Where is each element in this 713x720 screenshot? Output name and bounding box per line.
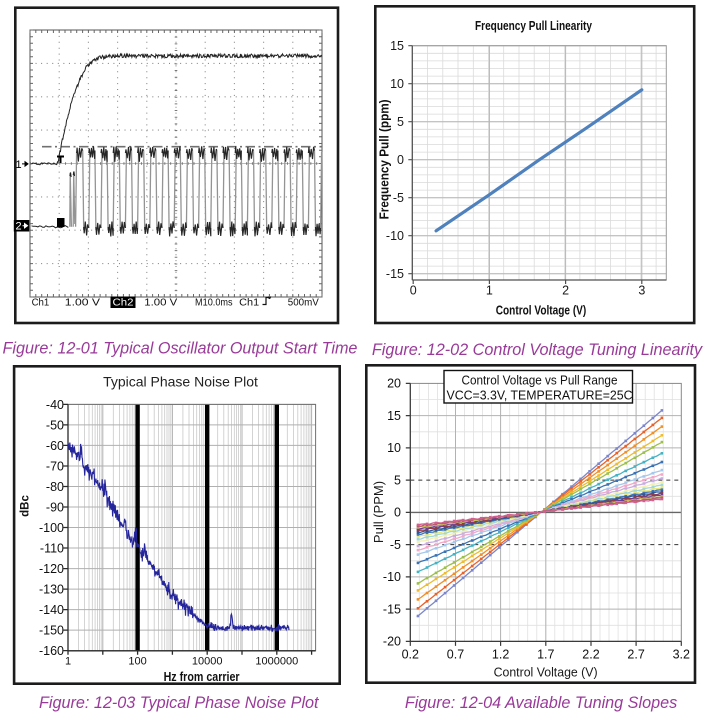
svg-text:5: 5 bbox=[394, 473, 401, 487]
svg-text:-120: -120 bbox=[39, 562, 64, 576]
svg-text:M10.0ms: M10.0ms bbox=[195, 298, 233, 309]
svg-text:-10: -10 bbox=[383, 570, 401, 584]
svg-text:0: 0 bbox=[394, 506, 401, 520]
svg-text:-70: -70 bbox=[46, 460, 64, 474]
svg-text:Figure: 12-01 Typical Oscillat: Figure: 12-01 Typical Oscillator Output … bbox=[3, 340, 358, 358]
svg-text:Control Voltage (V): Control Voltage (V) bbox=[494, 665, 598, 680]
svg-text:-15: -15 bbox=[386, 267, 404, 281]
svg-text:5: 5 bbox=[397, 115, 404, 129]
svg-text:3: 3 bbox=[638, 284, 645, 298]
svg-text:-40: -40 bbox=[46, 398, 64, 412]
svg-text:-130: -130 bbox=[39, 583, 64, 597]
svg-text:Frequency Pull (ppm): Frequency Pull (ppm) bbox=[378, 99, 392, 219]
svg-text:2.7: 2.7 bbox=[627, 648, 644, 662]
svg-text:1: 1 bbox=[65, 656, 71, 668]
svg-text:1.00 V: 1.00 V bbox=[65, 298, 101, 309]
svg-text:15: 15 bbox=[387, 409, 401, 423]
svg-text:Typical Phase Noise Plot: Typical Phase Noise Plot bbox=[103, 374, 258, 390]
svg-text:Figure: 12-02 Control Voltage: Figure: 12-02 Control Voltage Tuning Lin… bbox=[372, 341, 703, 359]
svg-text:3.2: 3.2 bbox=[673, 648, 690, 662]
svg-text:-10: -10 bbox=[386, 229, 404, 243]
svg-text:100: 100 bbox=[128, 656, 146, 668]
svg-text:15: 15 bbox=[390, 39, 404, 53]
svg-text:2.2: 2.2 bbox=[582, 648, 599, 662]
svg-text:-5: -5 bbox=[393, 191, 404, 205]
svg-text:-15: -15 bbox=[383, 602, 401, 616]
svg-text:Frequency Pull Linearity: Frequency Pull Linearity bbox=[475, 19, 592, 33]
svg-text:-20: -20 bbox=[383, 635, 401, 649]
svg-text:1.00 V: 1.00 V bbox=[144, 298, 177, 309]
svg-text:2: 2 bbox=[562, 284, 569, 298]
svg-text:1: 1 bbox=[16, 159, 22, 171]
svg-text:10000: 10000 bbox=[192, 656, 223, 668]
svg-text:-60: -60 bbox=[46, 439, 64, 453]
svg-text:-150: -150 bbox=[39, 624, 64, 638]
svg-text:Figure: 12-03 Typical Phase No: Figure: 12-03 Typical Phase Noise Plot bbox=[39, 694, 320, 712]
svg-text:VCC=3.3V, TEMPERATURE=25C: VCC=3.3V, TEMPERATURE=25C bbox=[447, 388, 633, 403]
svg-text:Ch2: Ch2 bbox=[113, 298, 134, 309]
svg-text:Hz from carrier: Hz from carrier bbox=[164, 670, 240, 684]
svg-text:-5: -5 bbox=[390, 538, 401, 552]
svg-text:20: 20 bbox=[387, 377, 401, 391]
svg-text:Figure: 12-04 Available Tuning: Figure: 12-04 Available Tuning Slopes bbox=[405, 694, 677, 712]
svg-text:0: 0 bbox=[410, 284, 417, 298]
svg-text:Control Voltage (V): Control Voltage (V) bbox=[496, 304, 587, 318]
svg-text:-100: -100 bbox=[39, 521, 64, 535]
svg-text:1.7: 1.7 bbox=[537, 648, 554, 662]
svg-text:1000000: 1000000 bbox=[255, 656, 298, 668]
svg-text:-160: -160 bbox=[39, 644, 64, 658]
svg-text:0: 0 bbox=[397, 153, 404, 167]
svg-text:1.2: 1.2 bbox=[492, 648, 509, 662]
svg-text:10: 10 bbox=[387, 441, 401, 455]
svg-text:Pull (PPM): Pull (PPM) bbox=[371, 481, 386, 543]
svg-text:0.2: 0.2 bbox=[402, 648, 419, 662]
svg-text:10: 10 bbox=[390, 77, 404, 91]
svg-text:Ch1: Ch1 bbox=[239, 298, 259, 309]
svg-text:-140: -140 bbox=[39, 603, 64, 617]
svg-text:Ch1: Ch1 bbox=[32, 298, 50, 309]
svg-text:500mV: 500mV bbox=[288, 298, 319, 309]
svg-text:-110: -110 bbox=[40, 542, 64, 556]
svg-text:1: 1 bbox=[486, 284, 493, 298]
svg-text:2: 2 bbox=[16, 221, 22, 233]
svg-text:0.7: 0.7 bbox=[447, 648, 464, 662]
svg-text:-50: -50 bbox=[46, 418, 64, 432]
svg-text:-90: -90 bbox=[46, 501, 64, 515]
svg-text:dBc: dBc bbox=[20, 495, 32, 517]
svg-text:-80: -80 bbox=[46, 480, 64, 494]
svg-text:Control Voltage vs Pull Range: Control Voltage vs Pull Range bbox=[462, 373, 618, 388]
